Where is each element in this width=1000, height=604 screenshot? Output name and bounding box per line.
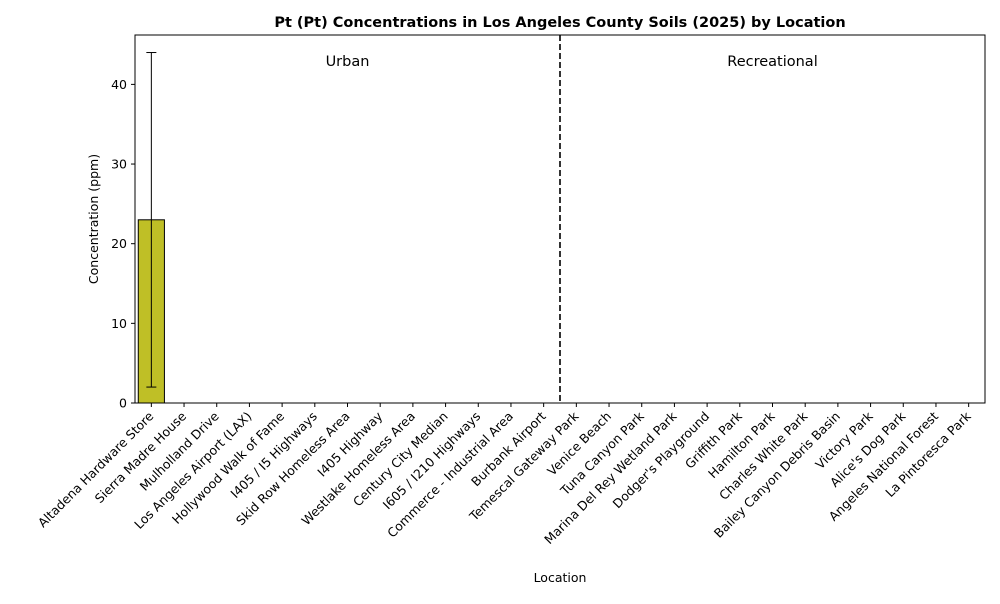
y-axis-label: Concentration (ppm)	[86, 154, 101, 284]
y-tick-label: 30	[111, 157, 127, 172]
y-tick-label: 0	[119, 396, 127, 411]
x-axis-label: Location	[534, 570, 587, 585]
plot-frame	[134, 34, 986, 404]
group-label-recreational: Recreational	[727, 54, 817, 70]
chart-title: Pt (Pt) Concentrations in Los Angeles Co…	[274, 15, 845, 31]
y-tick-label: 40	[111, 77, 127, 92]
y-tick-label: 20	[111, 236, 127, 251]
y-tick-label: 10	[111, 316, 127, 331]
group-label-urban: Urban	[326, 54, 370, 70]
